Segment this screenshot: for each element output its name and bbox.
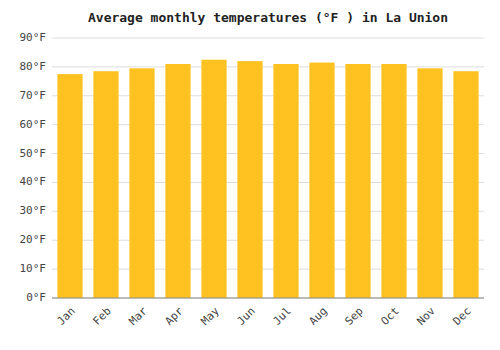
y-tick-label: 10°F (20, 262, 47, 275)
bar (129, 68, 154, 298)
x-tick-label: Oct (379, 305, 402, 328)
bar (453, 71, 478, 298)
x-tick-label: Nov (415, 304, 439, 328)
y-tick-label: 70°F (20, 89, 47, 102)
x-tick-label: May (199, 304, 223, 328)
x-axis: Jan Feb Mar Apr May Jun Jul Aug Sep Oct Nov Dec (52, 298, 484, 328)
bar (345, 64, 370, 298)
bar (273, 64, 298, 298)
chart: 0°F 10°F 20°F 30°F 40°F 50°F 60°F 70°F 80°F 90°F J… (0, 0, 500, 350)
x-tick-label: Aug (307, 305, 330, 328)
x-tick-label: Jun (235, 305, 258, 328)
bar (417, 68, 442, 298)
bar (165, 64, 190, 298)
grid-line (52, 38, 484, 39)
x-tick-label: Jul (271, 305, 294, 328)
grid-line (52, 66, 484, 67)
y-tick-label: 60°F (20, 118, 47, 131)
y-tick-label: 90°F (20, 31, 47, 44)
bar (237, 61, 262, 298)
x-tick-label: Apr (163, 304, 187, 328)
bar (93, 71, 118, 298)
x-tick-label: Feb (91, 305, 114, 328)
x-tick-label: Sep (343, 305, 366, 328)
title: Average monthly temperatures (°F ) in La… (88, 10, 448, 25)
y-tick-label: 20°F (20, 233, 47, 246)
y-tick-label: 30°F (20, 204, 47, 217)
x-tick-label: Jan (55, 305, 78, 328)
bar (381, 64, 406, 298)
y-tick-label: 80°F (20, 60, 47, 73)
y-tick-label: 0°F (26, 291, 46, 304)
chart-container: 0°F 10°F 20°F 30°F 40°F 50°F 60°F 70°F 80°F 90°F J… (0, 0, 500, 350)
x-tick-label: Mar (127, 304, 151, 328)
bars (57, 60, 478, 298)
y-tick-label: 50°F (20, 147, 47, 160)
bar (57, 74, 82, 298)
y-grid (52, 38, 484, 298)
x-axis-line (52, 298, 484, 299)
y-axis: 0°F 10°F 20°F 30°F 40°F 50°F 60°F 70°F 80°F 90°F (20, 31, 47, 304)
bar (309, 63, 334, 298)
y-tick-label: 40°F (20, 175, 47, 188)
bar (201, 60, 226, 298)
x-tick-label: Dec (451, 305, 474, 328)
grid-line (52, 298, 484, 299)
